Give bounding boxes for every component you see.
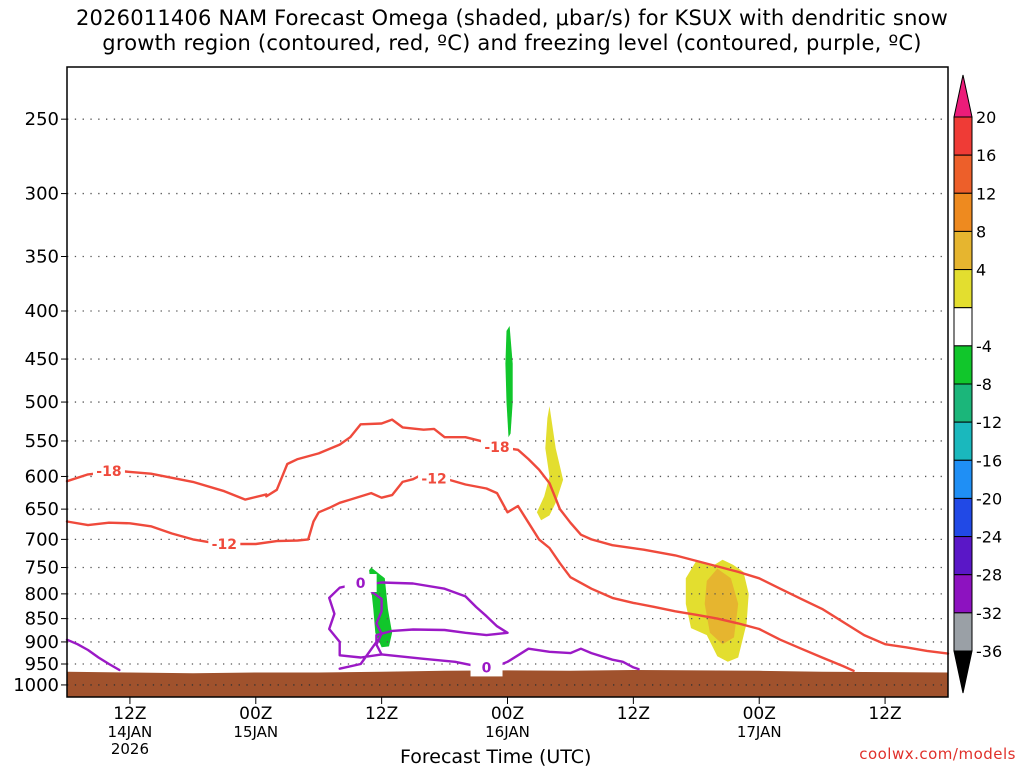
x-axis-title: Forecast Time (UTC) (400, 746, 592, 768)
y-tick-label-350: 350 (25, 246, 59, 267)
site-credit[interactable]: coolwx.com/models (859, 745, 1016, 763)
ground-terrain (67, 670, 948, 697)
y-tick-label-750: 750 (25, 558, 59, 579)
colorbar-label-9: -20 (976, 489, 1002, 508)
omega-amber-ring (704, 568, 739, 645)
dgz-minus-18-label-1: -18 (484, 440, 509, 456)
colorbar-box-13 (953, 612, 973, 652)
x-tick-label-54: 12Z (617, 704, 650, 724)
colorbar-bottom-arrow (953, 650, 973, 694)
colorbar-label-10: -24 (976, 528, 1002, 547)
x-tick-date-66: 17JAN (737, 723, 782, 741)
y-tick-label-850: 850 (25, 609, 59, 630)
dgz-minus-12-label-0: -12 (212, 537, 237, 553)
colorbar-label-12: -32 (976, 604, 1002, 623)
colorbar-label-11: -28 (976, 566, 1002, 585)
colorbar-label-8: -16 (976, 451, 1002, 470)
colorbar-label-4: 4 (976, 261, 986, 280)
dgz-minus-18-label-bg-1 (481, 437, 514, 456)
y-tick-label-950: 950 (25, 654, 59, 675)
colorbar-label-2: 12 (976, 184, 996, 203)
title-line-1: 2026011406 NAM Forecast Omega (shaded, μ… (75, 6, 949, 30)
plot-frame (66, 66, 949, 698)
dgz-minus-12-label-1: -12 (421, 471, 446, 487)
colorbar-top-arrow (953, 74, 973, 118)
colorbar-label-13: -36 (976, 642, 1002, 661)
chart-title: 2026011406 NAM Forecast Omega (shaded, μ… (0, 6, 1024, 56)
colorbar-box-1 (953, 154, 973, 194)
freezing-level-c (65, 638, 121, 672)
colorbar-box-5 (953, 307, 973, 347)
y-tick-label-900: 900 (25, 632, 59, 653)
freezing-level-b (380, 647, 640, 671)
x-tick-label-66: 00Z (743, 704, 776, 724)
colorbar-label-5: -4 (976, 337, 992, 356)
colorbar-box-3 (953, 230, 973, 271)
y-tick-label-550: 550 (25, 431, 59, 452)
y-tick-label-650: 650 (25, 499, 59, 520)
x-tick-date-18: 15JAN (233, 723, 278, 741)
colorbar-box-11 (953, 536, 973, 576)
y-tick-label-300: 300 (25, 184, 59, 205)
title-line-2: growth region (contoured, red, ºC) and f… (102, 31, 922, 55)
colorbar-box-2 (953, 192, 973, 232)
colorbar-label-7: -12 (976, 413, 1002, 432)
x-tick-date-42: 16JAN (485, 723, 530, 741)
y-tick-label-400: 400 (25, 301, 59, 322)
colorbar-label-6: -8 (976, 375, 992, 394)
colorbar-box-9 (953, 459, 973, 499)
colorbar-box-6 (953, 345, 973, 385)
colorbar-box-10 (953, 497, 973, 538)
dgz-minus-12-label-bg-1 (418, 469, 451, 488)
colorbar-label-0: 20 (976, 108, 996, 127)
omega-yellow-upper (536, 406, 564, 521)
y-tick-label-600: 600 (25, 466, 59, 487)
omega-green-upper (505, 326, 513, 438)
freezing-level-a-label-bg-0 (344, 574, 377, 593)
colorbar-label-3: 8 (976, 222, 986, 241)
y-tick-label-800: 800 (25, 584, 59, 605)
x-tick-date-6: 14JAN (108, 723, 153, 741)
y-tick-label-1000: 1000 (13, 675, 59, 696)
colorbar-box-0 (953, 116, 973, 156)
dgz-minus-12-label-bg-0 (208, 535, 241, 554)
x-tick-label-18: 00Z (239, 704, 272, 724)
colorbar-box-12 (953, 574, 973, 614)
x-tick-label-6: 12Z (113, 704, 146, 724)
y-tick-label-700: 700 (25, 529, 59, 550)
freezing-level-b-label-0: 0 (482, 660, 492, 676)
x-tick-label-42: 00Z (491, 704, 524, 724)
x-tick-label-30: 12Z (365, 704, 398, 724)
x-tick-year-6: 2026 (111, 740, 149, 758)
colorbar-box-4 (953, 269, 973, 309)
dgz-minus-18-label-bg-0 (92, 461, 125, 480)
colorbar-box-7 (953, 383, 973, 423)
x-tick-label-78: 12Z (868, 704, 901, 724)
freezing-level-b-label-bg-0 (470, 658, 503, 677)
y-tick-label-450: 450 (25, 349, 59, 370)
dgz-minus-18-label-0: -18 (96, 464, 121, 480)
colorbar-label-1: 16 (976, 146, 996, 165)
y-tick-label-500: 500 (25, 392, 59, 413)
colorbar-box-8 (953, 421, 973, 461)
y-tick-label-250: 250 (25, 109, 59, 130)
freezing-level-a-label-0: 0 (356, 576, 366, 592)
